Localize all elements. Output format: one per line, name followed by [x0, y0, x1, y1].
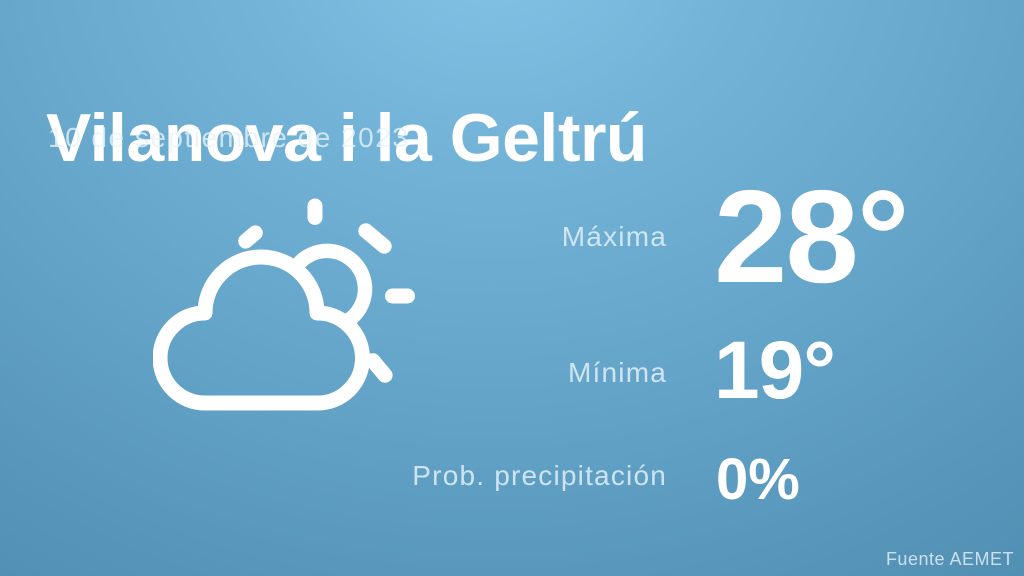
max-temp-label: Máxima [561, 221, 667, 252]
cloud-icon [152, 249, 370, 411]
sun-ray-lower-right [365, 353, 393, 383]
source-attribution: Fuente AEMET [885, 549, 1014, 569]
precipitation-label: Prob. precipitación [412, 460, 667, 491]
sun-rays [238, 198, 415, 383]
sun-behind-cloud-icon [152, 198, 423, 413]
min-temp-value: 19° [714, 325, 836, 416]
sun-icon [287, 243, 373, 330]
page-title: Vilanova i la Geltrú [46, 99, 647, 176]
precipitation-value: 0% [716, 447, 800, 512]
sun-ray-upper-left [238, 225, 263, 249]
max-temp-value: 28° [714, 163, 910, 310]
forecast-date: 10 de septiembre de 2023 [48, 122, 410, 153]
min-temp-label: Mínima [568, 357, 667, 388]
sun-ray-upper-right [358, 223, 392, 254]
